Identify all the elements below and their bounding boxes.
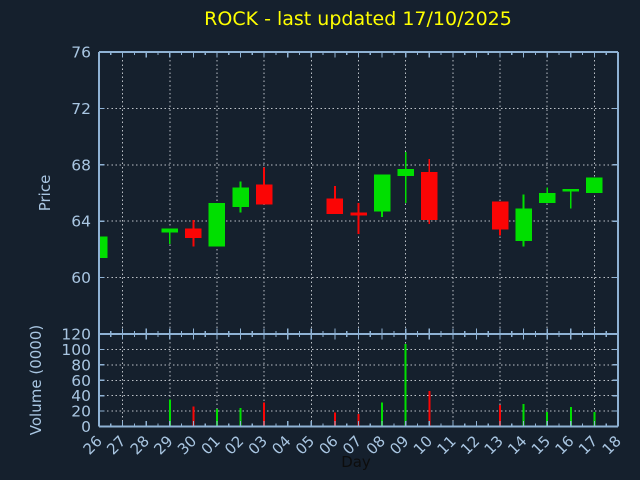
day-tick-label: 02 <box>221 432 247 458</box>
candle-body-30 <box>185 228 202 239</box>
day-tick-label: 07 <box>339 432 365 458</box>
day-tick-label: 28 <box>127 432 153 458</box>
day-tick-label: 01 <box>198 432 224 458</box>
candle-body-16 <box>562 188 580 192</box>
price-tick-label: 72 <box>71 100 91 118</box>
axis-ticks <box>98 51 619 428</box>
day-tick-label: 29 <box>150 432 176 458</box>
day-tick-label: 27 <box>103 432 129 458</box>
candle-body-06 <box>326 198 344 215</box>
day-tick-label: 15 <box>528 432 554 458</box>
volume-tick-label: 120 <box>61 326 91 344</box>
day-tick-label: 09 <box>386 432 412 458</box>
volume-tick-label: 20 <box>71 403 91 421</box>
day-tick-label: 10 <box>410 432 436 458</box>
candle-body-17 <box>586 177 603 193</box>
day-tick-label: 04 <box>268 432 294 458</box>
day-tick-label: 05 <box>292 432 318 458</box>
volume-tick-label: 100 <box>61 341 91 359</box>
candle-body-14 <box>515 208 532 241</box>
day-tick-label: 30 <box>174 432 200 458</box>
series-layer <box>99 152 603 426</box>
x-axis-label: Day <box>341 453 371 471</box>
candle-body-08 <box>373 174 391 212</box>
candle-body-09 <box>397 169 414 177</box>
volume-tick-label: 40 <box>71 387 91 405</box>
price-tick-label: 68 <box>71 156 91 174</box>
day-tick-label: 06 <box>316 432 342 458</box>
volume-tick-label: 60 <box>71 372 91 390</box>
price-tick-label: 60 <box>71 269 91 287</box>
volume-tick-label: 0 <box>81 418 91 436</box>
day-tick-label: 12 <box>457 432 483 458</box>
candle-body-13 <box>491 201 509 230</box>
day-tick-label: 11 <box>433 432 459 458</box>
day-tick-label: 18 <box>599 432 625 458</box>
day-tick-label: 26 <box>80 432 106 458</box>
candle-body-03 <box>255 184 273 205</box>
candle-body-26 <box>99 236 108 258</box>
day-tick-label: 03 <box>245 432 271 458</box>
candle-body-01 <box>208 202 226 247</box>
candle-body-07 <box>350 212 367 216</box>
day-tick-label: 17 <box>575 432 601 458</box>
price-tick-label: 76 <box>71 44 91 62</box>
day-tick-label: 08 <box>363 432 389 458</box>
candle-body-10 <box>421 171 438 220</box>
chart-title: ROCK - last updated 17/10/2025 <box>204 8 512 30</box>
gridlines <box>99 52 618 427</box>
day-tick-label: 14 <box>504 432 530 458</box>
day-tick-label: 13 <box>481 432 507 458</box>
day-tick-label: 16 <box>551 432 577 458</box>
candle-body-02 <box>232 187 249 208</box>
price-tick-label: 64 <box>71 213 91 231</box>
candle-body-15 <box>538 193 556 203</box>
volume-tick-label: 80 <box>71 356 91 374</box>
candle-body-29 <box>161 228 179 233</box>
